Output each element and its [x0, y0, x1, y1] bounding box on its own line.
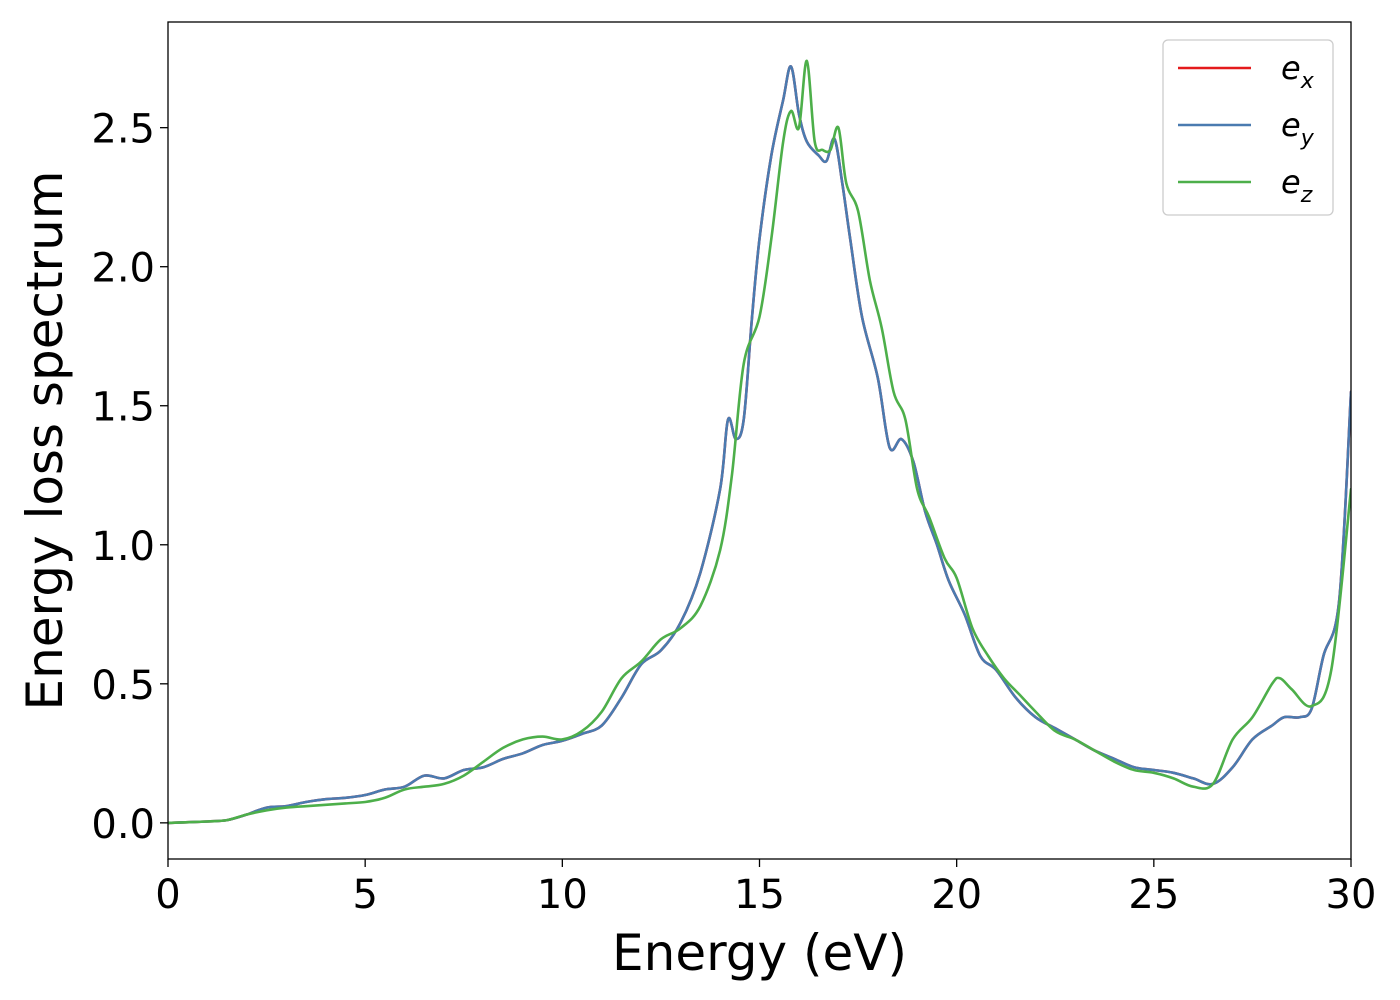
legend-item-z: ez [1178, 163, 1313, 208]
y-tick-label: 2.5 [91, 107, 155, 153]
y-tick-label: 1.0 [91, 524, 155, 570]
x-axis-label: Energy (eV) [612, 924, 907, 982]
x-tick-label: 15 [734, 872, 785, 918]
y-axis-label: Energy loss spectrum [16, 170, 74, 710]
x-tick-label: 20 [931, 872, 982, 918]
series-line-y [168, 65, 1351, 825]
series-layer [168, 59, 1351, 825]
y-axis: 0.0 0.5 1.0 1.5 2.0 2.5 [91, 107, 168, 848]
y-tick-label: 1.5 [91, 385, 155, 431]
legend-box [1162, 39, 1334, 216]
x-tick-label: 5 [352, 872, 377, 918]
series-line-z [168, 59, 1351, 825]
legend-label: ex [1281, 49, 1315, 94]
x-tick-label: 10 [537, 872, 588, 918]
x-tick-label: 0 [155, 872, 180, 918]
legend-label: ey [1281, 106, 1315, 151]
legend-label: ez [1281, 163, 1313, 208]
legend: ex ey ez [1162, 39, 1334, 216]
legend-item-y: ey [1178, 106, 1315, 151]
x-tick-label: 30 [1326, 872, 1377, 918]
x-axis: 0 5 10 15 20 25 30 [155, 859, 1376, 918]
y-tick-label: 0.5 [91, 663, 155, 709]
x-tick-label: 25 [1128, 872, 1179, 918]
y-tick-label: 0.0 [91, 802, 155, 848]
y-tick-label: 2.0 [91, 246, 155, 292]
legend-item-x: ex [1178, 49, 1315, 94]
